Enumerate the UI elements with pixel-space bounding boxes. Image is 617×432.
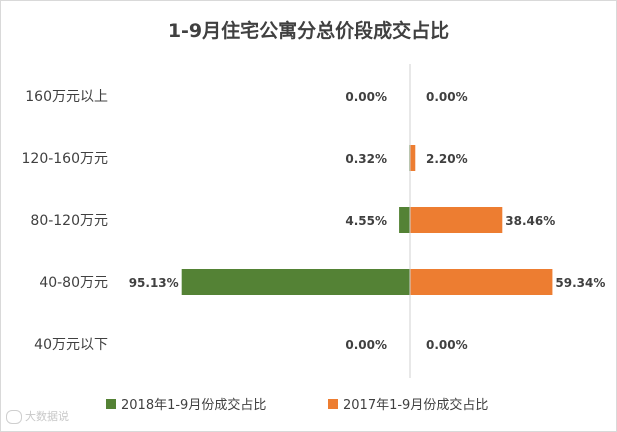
bar-2017 — [410, 145, 416, 171]
data-labels: 0.00% 0.00% 0.32% 2.20% 4.55% 38.46% 95.13% 59.… — [129, 90, 606, 352]
data-label-2017: 38.46% — [505, 214, 555, 228]
legend-label-2018: 2018年1-9月份成交占比 — [121, 397, 266, 413]
legend: 2018年1-9月份成交占比 2017年1-9月份成交占比 — [106, 397, 488, 413]
category-labels: 160万元以上 120-160万元 80-120万元 40-80万元 40万元以下 — [22, 89, 109, 353]
bar-2018 — [399, 207, 410, 233]
data-label-2018: 4.55% — [345, 214, 387, 228]
category-label: 160万元以上 — [25, 89, 108, 105]
watermark-text: 大数据说 — [25, 410, 69, 423]
series-2018-bars — [181, 145, 410, 295]
data-label-2017: 2.20% — [426, 152, 468, 166]
bar-2017 — [410, 207, 503, 233]
legend-label-2017: 2017年1-9月份成交占比 — [343, 397, 488, 413]
legend-swatch-2017 — [328, 399, 338, 409]
data-label-2018: 95.13% — [129, 276, 179, 290]
data-label-2018: 0.32% — [345, 152, 387, 166]
watermark: 大数据说 — [6, 408, 69, 424]
data-label-2018: 0.00% — [345, 338, 387, 352]
chart-title: 1-9月住宅公寓分总价段成交占比 — [167, 20, 450, 42]
data-label-2018: 0.00% — [345, 90, 387, 104]
series-2017-bars — [410, 145, 553, 295]
data-label-2017: 0.00% — [426, 338, 468, 352]
legend-swatch-2018 — [106, 399, 116, 409]
category-label: 120-160万元 — [22, 151, 109, 167]
category-label: 80-120万元 — [30, 213, 108, 229]
bar-2018 — [181, 269, 410, 295]
data-label-2017: 59.34% — [555, 276, 605, 290]
category-label: 40万元以下 — [34, 337, 108, 353]
watermark-logo-icon — [6, 410, 22, 424]
category-label: 40-80万元 — [39, 275, 108, 291]
data-label-2017: 0.00% — [426, 90, 468, 104]
bar-2017 — [410, 269, 553, 295]
